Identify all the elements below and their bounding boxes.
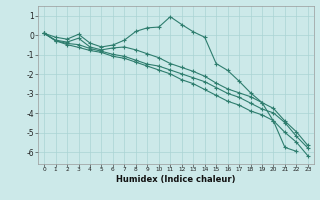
X-axis label: Humidex (Indice chaleur): Humidex (Indice chaleur): [116, 175, 236, 184]
